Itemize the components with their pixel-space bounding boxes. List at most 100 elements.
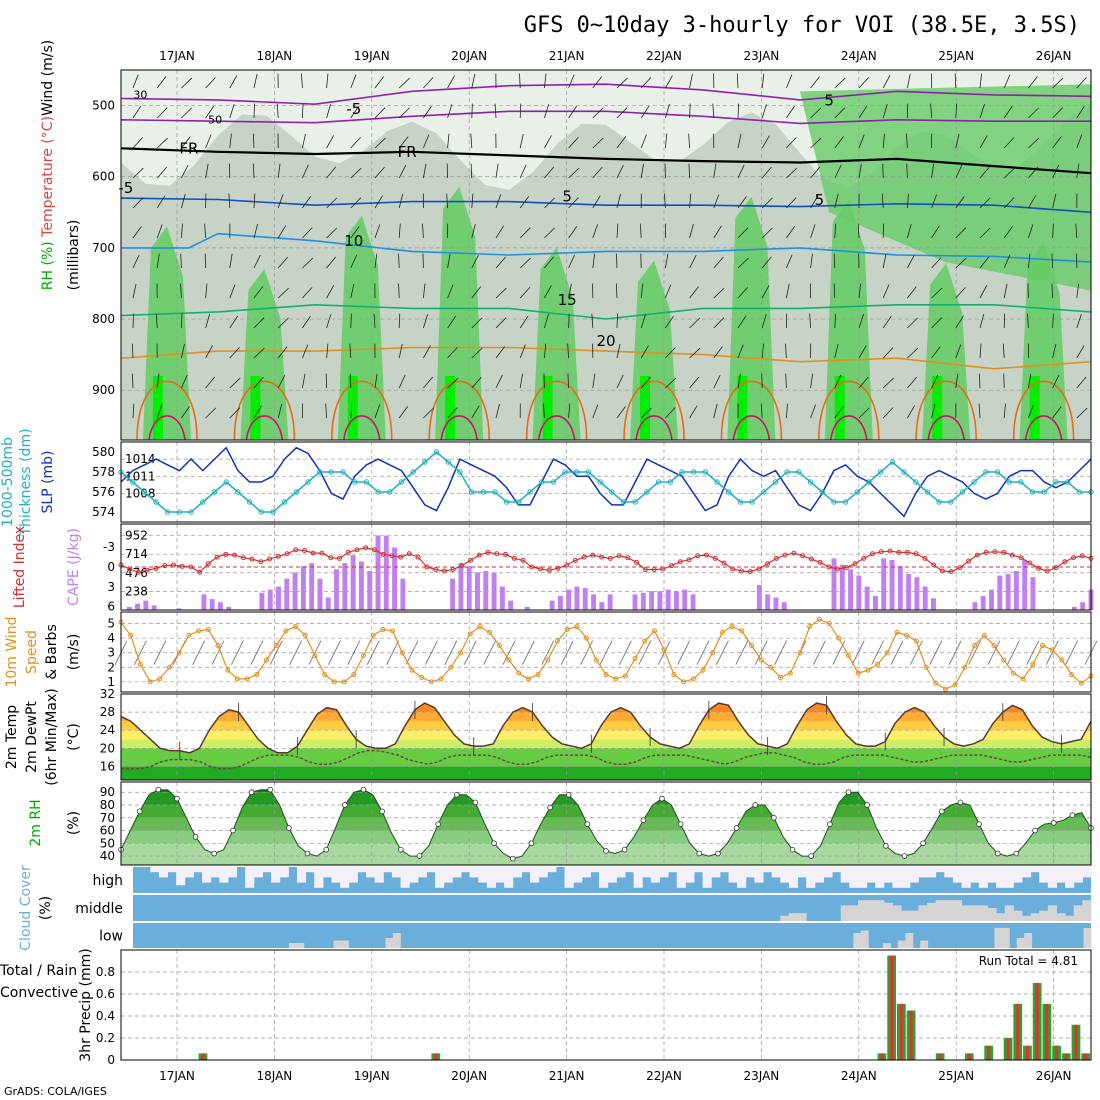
wind-barb [471,193,474,209]
wind-speed-marker [312,653,318,659]
wind-barb [955,315,964,329]
wind-barb [326,285,335,299]
wind-barb [665,407,676,419]
wind-speed-marker [972,642,978,648]
cape-bar [143,600,149,610]
wind-barb [350,283,355,299]
wind-barb [931,73,932,89]
lifted-index-tick: 3 [107,580,115,594]
bottom-date-label: 18JAN [257,1069,293,1083]
lifted-index-marker [607,555,613,561]
wind-speed-tick: 4 [107,631,115,645]
temp-bands [121,703,1091,780]
wind-barb [737,315,747,329]
cape-bar [267,589,273,610]
wind-barb [882,253,887,269]
wind-barb [1052,313,1054,329]
wind-barb [471,103,473,119]
lifted-index-marker [974,552,980,558]
cloud-ylabel: Cloud Cover [18,865,34,951]
wind-speed-marker [826,621,832,627]
wind-speed-marker [487,629,493,635]
cloud-clear-cell [374,867,384,883]
rh-marker [230,827,236,834]
precip-tick: 0.6 [96,987,115,1001]
wind-barb [592,253,596,269]
rh-band [121,792,1091,805]
wind-barb [229,347,240,359]
wind-barb [204,253,206,269]
cloud-clear-cell [616,867,626,878]
wind-barb [181,313,183,329]
thickness-marker [539,479,545,485]
lifted-index-marker [870,551,876,557]
wind-speed-marker [894,629,900,635]
wind-barb [568,167,580,179]
cloud-cell [1013,910,1023,921]
cloud-clear-cell [227,867,238,878]
wind-barb [277,133,279,149]
wind-barb [326,135,335,149]
wind-barb [810,107,822,119]
wind-barb [834,374,842,389]
thickness-marker [959,489,966,495]
cape-bar [831,558,837,610]
wind-barb-10m [366,640,380,665]
wind-barb [931,287,943,299]
wind-barb [907,347,919,359]
cloud-clear-cell [840,867,850,883]
wind-barb [253,254,261,269]
wind-barb [689,347,701,359]
lifted-index-marker [1001,549,1007,555]
wind-barb [882,315,892,329]
wind-barb [1076,253,1078,269]
cloud-cell [1004,905,1014,921]
wind-barb [229,315,239,329]
cloud-clear-cell [909,867,919,883]
wind-barb [665,133,668,149]
thickness-marker [1076,489,1083,495]
rh-saturated-core [542,375,553,440]
cloud-cell [994,928,1003,948]
wind-barb [713,287,725,299]
cloud-clear-cell [564,867,574,888]
lifted-index-marker [703,552,709,558]
cape-bar [665,589,671,610]
temp-tick: 20 [100,741,115,755]
wind-barb [422,223,424,239]
lifted-index-marker [747,569,753,575]
cloud-clear-cell [607,867,617,883]
rh-marker [1013,850,1020,857]
rh-band [121,843,1091,865]
cape-bar [574,586,580,610]
lifted-index-marker [555,565,561,571]
cloud-clear-cell [245,867,255,888]
cape-bar [226,606,232,610]
wind-speed-marker [361,653,366,659]
lifted-index-marker [485,549,491,555]
wind-barb [1028,195,1037,209]
thickness-marker [515,499,522,505]
temperature-contour [120,303,1092,320]
lifted-index-marker [319,550,325,556]
wind-barb-10m [483,640,496,665]
wind-barb [495,346,506,359]
cloud-clear-cell [460,867,471,873]
wind-barb [228,193,231,209]
wind-barb [132,403,135,419]
cape-bar [176,608,182,610]
thickness-marker [281,499,288,505]
wind-barb [810,224,816,239]
cloud-clear-cell [719,867,730,873]
wind-barb [374,253,378,269]
cape-bar [1030,577,1036,610]
wind-speed-marker [215,642,221,648]
lifted-index-marker [695,553,701,559]
lifted-index-marker [712,555,718,561]
wind-barb-10m [250,640,264,665]
cloud-cell [883,943,891,948]
cloud-clear-cell [176,867,186,886]
thickness-marker [679,469,685,475]
